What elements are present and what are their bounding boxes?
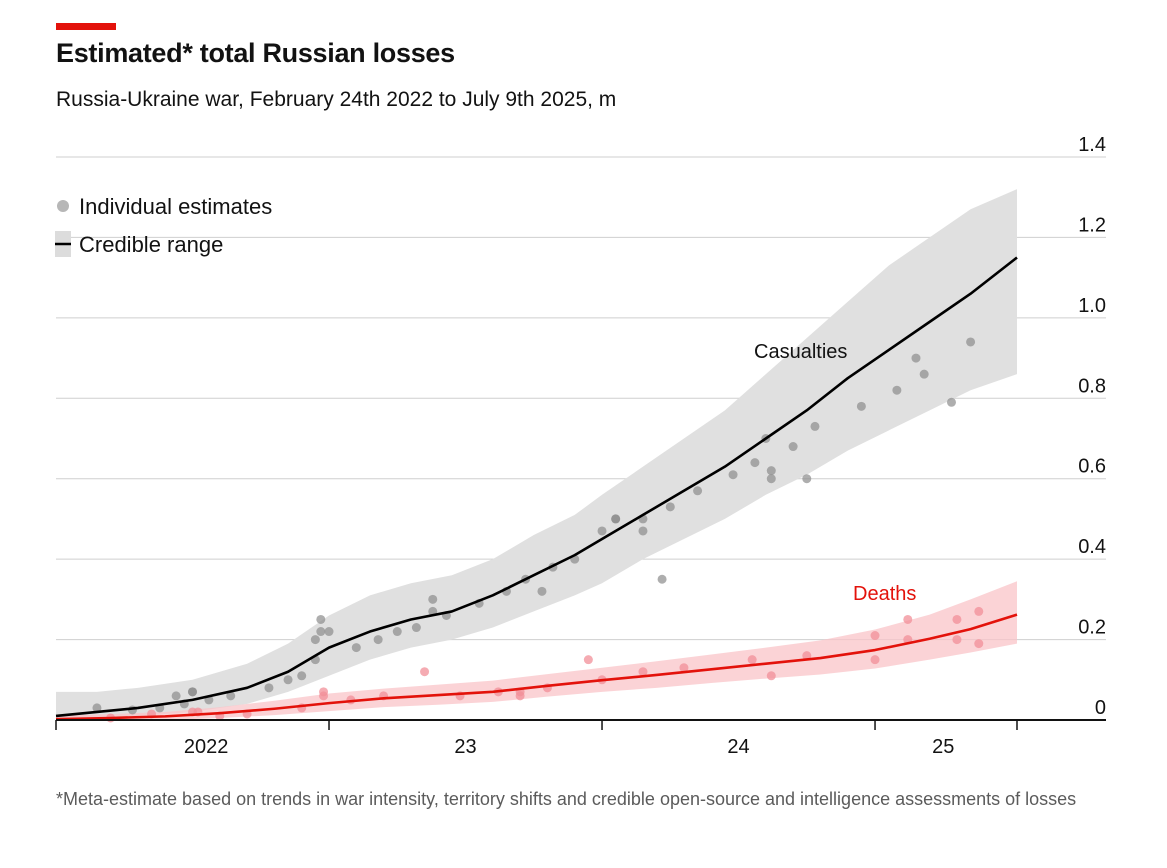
deaths-estimate-dot (952, 635, 962, 645)
deaths-estimate-dot (974, 606, 984, 616)
casualties-estimate-dot (283, 675, 293, 685)
casualties-estimate-dot (324, 627, 334, 637)
deaths-estimate-dot (679, 663, 689, 673)
casualties-estimate-dot (597, 526, 607, 536)
casualties-estimate-dot (856, 401, 866, 411)
axes: 0 0.2 0.4 0.6 0.8 1.0 1.2 1.4 2022 23 24 25 (55, 134, 1106, 758)
series-label-deaths: Deaths (853, 583, 916, 605)
casualties-estimate-dot (297, 671, 307, 681)
x-tick-label: 24 (727, 736, 749, 758)
series-lines (55, 256, 1018, 721)
x-tick-label: 25 (932, 736, 954, 758)
casualties-estimate-dot (611, 514, 621, 524)
y-tick-label: 0.4 (1078, 536, 1106, 558)
deaths-estimate-dot (974, 639, 984, 649)
y-tick-label: 1.0 (1078, 295, 1106, 317)
casualties-estimate-dot (766, 466, 776, 476)
x-tick-label: 23 (454, 736, 476, 758)
casualties-estimate-dot (657, 574, 667, 584)
credible-range-bands (56, 189, 1017, 720)
deaths-estimate-dot (583, 655, 593, 665)
casualties-estimate-dot (911, 353, 921, 363)
deaths-estimate-dot (515, 691, 525, 701)
casualties-estimate-dot (316, 614, 326, 624)
chart-title: Estimated* total Russian losses (56, 38, 455, 68)
y-tick-label: 0.6 (1078, 456, 1106, 478)
deaths-estimate-dot (420, 667, 430, 677)
y-tick-label: 0 (1095, 697, 1106, 719)
casualties-estimate-dot (788, 442, 798, 452)
casualties-estimate-dot (638, 526, 648, 536)
casualties-estimate-dot (351, 643, 361, 653)
casualties-estimate-dot (226, 691, 236, 701)
legend-item-range: Credible range (79, 232, 223, 257)
chart-subtitle: Russia-Ukraine war, February 24th 2022 t… (56, 88, 617, 111)
casualties-estimate-dot (188, 687, 198, 697)
deaths-estimate-dot (638, 667, 648, 677)
deaths-estimate-dot (319, 687, 329, 697)
casualties-estimate-dot (693, 486, 703, 496)
casualties-estimate-dot (171, 691, 181, 701)
casualties-estimate-dot (665, 502, 675, 512)
deaths-estimate-dot (870, 655, 880, 665)
casualties-estimate-dot (373, 635, 383, 645)
y-tick-label: 0.2 (1078, 617, 1106, 639)
legend: Individual estimates Credible range (55, 194, 272, 257)
legend-item-estimates: Individual estimates (79, 194, 272, 219)
y-tick-label: 0.8 (1078, 375, 1106, 397)
deaths-estimate-dot (747, 655, 757, 665)
deaths-estimate-dot (766, 671, 776, 681)
deaths-estimate-dot (802, 651, 812, 661)
accent-bar (56, 23, 116, 30)
casualties-estimate-dot (810, 421, 820, 431)
casualties-estimate-dot (766, 474, 776, 484)
series-label-casualties: Casualties (754, 341, 847, 363)
casualties-estimate-dot (428, 594, 438, 604)
legend-dot-marker (57, 200, 69, 212)
casualties-line (55, 256, 1018, 718)
footnote: *Meta-estimate based on trends in war in… (56, 789, 1077, 809)
deaths-credible-band (56, 581, 1017, 720)
casualties-estimate-dot (892, 385, 902, 395)
casualties-estimate-dot (316, 627, 326, 637)
casualties-estimate-dot (411, 623, 421, 633)
casualties-credible-band (56, 189, 1017, 720)
casualties-estimate-dot (537, 586, 547, 596)
deaths-line (55, 613, 1018, 721)
casualties-estimate-dot (728, 470, 738, 480)
y-tick-label: 1.2 (1078, 214, 1106, 236)
casualties-estimate-dot (392, 627, 402, 637)
casualties-estimate-dot (802, 474, 812, 484)
casualties-estimate-dot (92, 703, 102, 713)
x-tick-label: 2022 (184, 736, 229, 758)
y-tick-label: 1.4 (1078, 134, 1106, 156)
individual-estimates (92, 337, 984, 723)
casualties-estimate-dot (310, 635, 320, 645)
deaths-estimate-dot (870, 631, 880, 641)
deaths-estimate-dot (903, 614, 913, 624)
chart-area: 0 0.2 0.4 0.6 0.8 1.0 1.2 1.4 2022 23 24 25 Individ… (55, 134, 1106, 758)
casualties-estimate-dot (264, 683, 274, 693)
casualties-estimate-dot (966, 337, 976, 347)
casualties-estimate-dot (750, 458, 760, 468)
casualties-estimate-dot (946, 397, 956, 407)
casualties-estimate-dot (919, 369, 929, 379)
deaths-estimate-dot (952, 614, 962, 624)
